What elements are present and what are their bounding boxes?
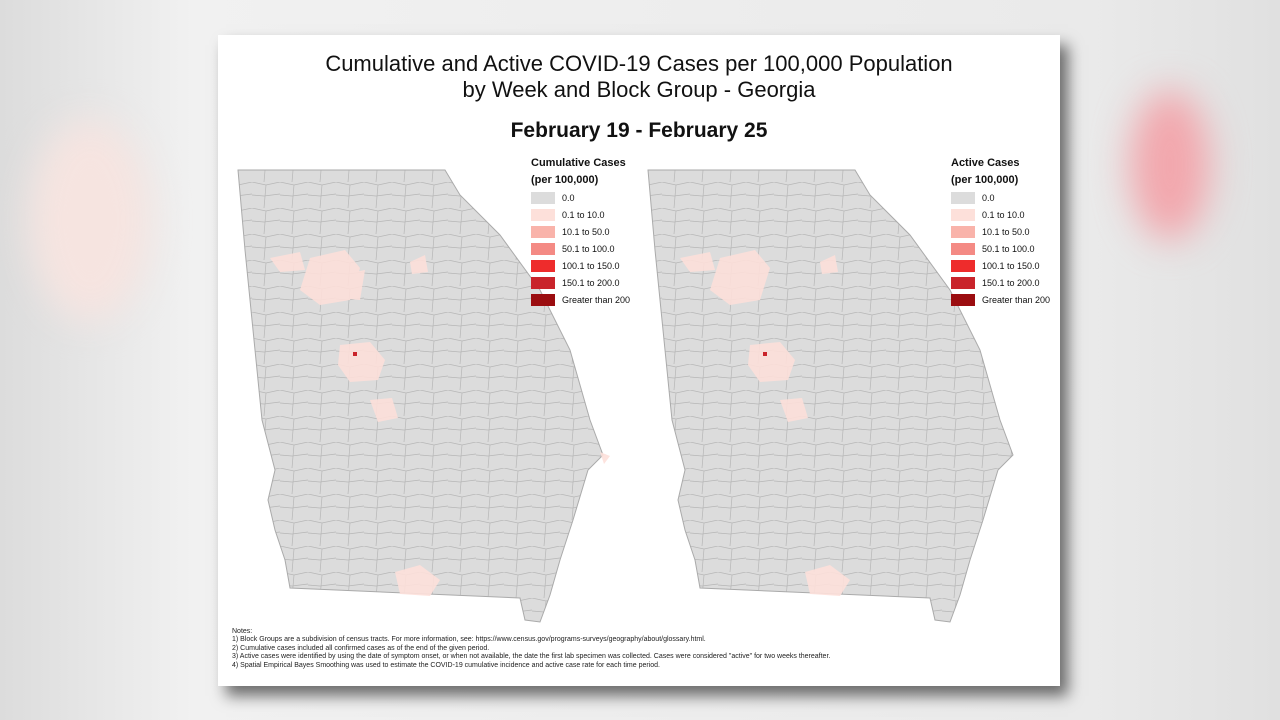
legend-label: 100.1 to 150.0: [982, 260, 1040, 271]
case-areas: [680, 250, 850, 596]
legend-swatch: [951, 276, 975, 289]
notes: Notes: 1) Block Groups are a subdivision…: [232, 628, 830, 670]
legend-label: 0.0: [982, 192, 995, 203]
legend-swatch: [531, 208, 555, 221]
legend-item: Greater than 200: [951, 291, 1050, 308]
note-2: 2) Cumulative cases included all confirm…: [232, 644, 490, 652]
note-1: 1) Block Groups are a subdivision of cen…: [232, 636, 706, 644]
legend-item: 100.1 to 150.0: [951, 257, 1050, 274]
legend-swatch: [951, 208, 975, 221]
period-title: February 19 - February 25: [510, 119, 768, 142]
legend-swatch: [951, 293, 975, 306]
cumulative-legend: Cumulative Cases (per 100,000) 0.0 0.1 to…: [531, 155, 630, 308]
legend-unit: (per 100,000): [531, 174, 599, 186]
note-3: 3) Active cases were identified by using…: [232, 653, 831, 661]
legend-label: 10.1 to 50.0: [562, 226, 610, 237]
legend-item: 0.0: [531, 189, 630, 206]
legend-label: Greater than 200: [982, 294, 1051, 305]
notes-heading: Notes:: [232, 628, 253, 635]
legend-swatch: [951, 225, 975, 238]
background-blur-patch: [30, 120, 150, 320]
maps: [237, 169, 1014, 623]
legend-item: 150.1 to 200.0: [531, 274, 630, 291]
active-legend: Active Cases (per 100,000) 0.0 0.1 to 10.…: [951, 155, 1050, 308]
note-4: 4) Spatial Empirical Bayes Smoothing was…: [232, 661, 660, 669]
legend-swatch: [951, 242, 975, 255]
legend-swatch: [951, 191, 975, 204]
legend-swatch: [531, 191, 555, 204]
figure-title: Cumulative and Active COVID-19 Cases per…: [218, 51, 1060, 103]
legend-item: 10.1 to 50.0: [951, 223, 1050, 240]
background-blur-patch: [1130, 90, 1210, 240]
title-line-2: by Week and Block Group - Georgia: [462, 77, 816, 102]
legend-item: 10.1 to 50.0: [531, 223, 630, 240]
legend-label: 50.1 to 100.0: [562, 243, 615, 254]
legend-swatch: [951, 259, 975, 272]
legend-item: 0.1 to 10.0: [531, 206, 630, 223]
legend-label: 10.1 to 50.0: [982, 226, 1030, 237]
legend-item: 0.0: [951, 189, 1050, 206]
high-rate-area: [763, 352, 767, 356]
legend-swatch: [531, 293, 555, 306]
legend-item: 0.1 to 10.0: [951, 206, 1050, 223]
high-rate-area: [353, 352, 357, 356]
legend-item: 150.1 to 200.0: [951, 274, 1050, 291]
legend-title: Cumulative Cases: [531, 157, 626, 169]
legend-swatch: [531, 276, 555, 289]
title-line-1: Cumulative and Active COVID-19 Cases per…: [325, 51, 953, 76]
legend-label: 150.1 to 200.0: [562, 277, 620, 288]
legend-swatch: [531, 259, 555, 272]
legend-swatch: [531, 225, 555, 238]
active-cases-map: [647, 169, 1014, 623]
map-figure: Cumulative and Active COVID-19 Cases per…: [218, 35, 1060, 686]
legend-label: Greater than 200: [562, 294, 631, 305]
legend-label: 100.1 to 150.0: [562, 260, 620, 271]
legend-item: 100.1 to 150.0: [531, 257, 630, 274]
case-areas: [270, 250, 610, 596]
legend-unit: (per 100,000): [951, 174, 1019, 186]
legend-label: 50.1 to 100.0: [982, 243, 1035, 254]
legend-label: 0.0: [562, 192, 575, 203]
legend-item: 50.1 to 100.0: [951, 240, 1050, 257]
legend-title: Active Cases: [951, 157, 1020, 169]
legend-item: 50.1 to 100.0: [531, 240, 630, 257]
legend-swatch: [531, 242, 555, 255]
legend-label: 150.1 to 200.0: [982, 277, 1040, 288]
legend-item: Greater than 200: [531, 291, 630, 308]
legend-label: 0.1 to 10.0: [982, 209, 1025, 220]
legend-label: 0.1 to 10.0: [562, 209, 605, 220]
